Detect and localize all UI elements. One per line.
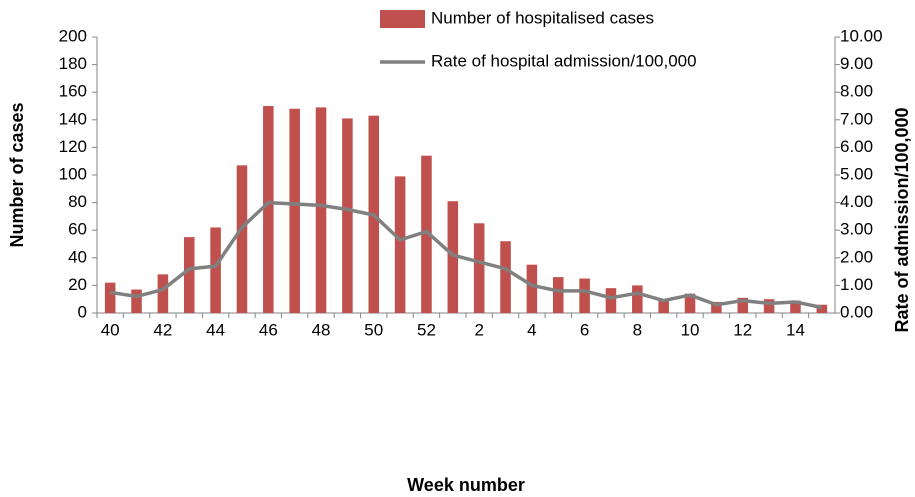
bar: [104, 282, 116, 313]
bar: [473, 223, 485, 313]
y2-tick-label: 7.00: [840, 109, 873, 128]
y2-tick-label: 6.00: [840, 137, 873, 156]
bar: [658, 299, 669, 313]
y-tick-label: 180: [59, 54, 87, 73]
y-tick-label: 160: [59, 82, 87, 101]
y-tick-label: 80: [68, 192, 87, 211]
legend-swatch: [380, 10, 425, 28]
bar: [605, 288, 617, 313]
x-tick-label: 10: [681, 320, 700, 339]
x-tick-label: 8: [633, 320, 642, 339]
x-axis-title: Week number: [407, 475, 525, 495]
y2-tick-label: 10.00: [840, 26, 883, 45]
x-tick-label: 4: [527, 320, 536, 339]
y-tick-label: 140: [59, 109, 87, 128]
bar: [342, 118, 353, 313]
bar: [816, 304, 828, 313]
bar: [737, 297, 749, 313]
bar: [157, 274, 169, 313]
x-tick-label: 44: [206, 320, 225, 339]
y-tick-label: 20: [68, 275, 87, 294]
bar: [763, 299, 775, 313]
y2-tick-label: 5.00: [840, 164, 873, 183]
y-axis-title: Number of cases: [7, 102, 27, 247]
y2-tick-label: 3.00: [840, 220, 873, 239]
x-tick-label: 42: [153, 320, 172, 339]
x-tick-label: 14: [786, 320, 805, 339]
y-tick-label: 60: [68, 220, 87, 239]
bar: [552, 277, 564, 313]
bar: [236, 165, 248, 313]
bar: [711, 301, 722, 313]
y2-axis-title: Rate of admission/100,000: [892, 107, 912, 332]
bar: [500, 241, 511, 313]
x-tick-label: 52: [417, 320, 436, 339]
y-tick-label: 200: [59, 26, 87, 45]
legend-label: Number of hospitalised cases: [431, 8, 654, 27]
bar: [131, 289, 142, 313]
bar: [632, 285, 643, 313]
x-tick-label: 48: [312, 320, 331, 339]
bar: [684, 293, 696, 313]
y2-tick-label: 0.00: [840, 302, 873, 321]
y-tick-label: 40: [68, 247, 87, 266]
y2-tick-label: 1.00: [840, 275, 873, 294]
bar: [210, 227, 221, 313]
bar: [183, 237, 195, 313]
x-tick-label: 46: [259, 320, 278, 339]
y-tick-label: 100: [59, 164, 87, 183]
x-tick-label: 12: [733, 320, 752, 339]
y2-tick-label: 9.00: [840, 54, 873, 73]
bar: [790, 300, 801, 313]
bar: [526, 264, 538, 313]
x-tick-label: 6: [580, 320, 589, 339]
bar: [315, 107, 327, 313]
y2-tick-label: 2.00: [840, 247, 873, 266]
bar: [394, 176, 406, 313]
x-tick-label: 2: [474, 320, 483, 339]
y-tick-label: 0: [78, 302, 87, 321]
x-tick-label: 50: [364, 320, 383, 339]
x-tick-label: 40: [101, 320, 120, 339]
y2-tick-label: 4.00: [840, 192, 873, 211]
line: [109, 200, 823, 310]
bar: [263, 106, 274, 313]
bar: [579, 278, 590, 313]
y2-tick-label: 8.00: [840, 82, 873, 101]
bar: [421, 155, 432, 313]
bar: [447, 201, 459, 313]
legend-label: Rate of hospital admission/100,000: [431, 51, 697, 70]
y-tick-label: 120: [59, 137, 87, 156]
bar: [289, 108, 300, 313]
